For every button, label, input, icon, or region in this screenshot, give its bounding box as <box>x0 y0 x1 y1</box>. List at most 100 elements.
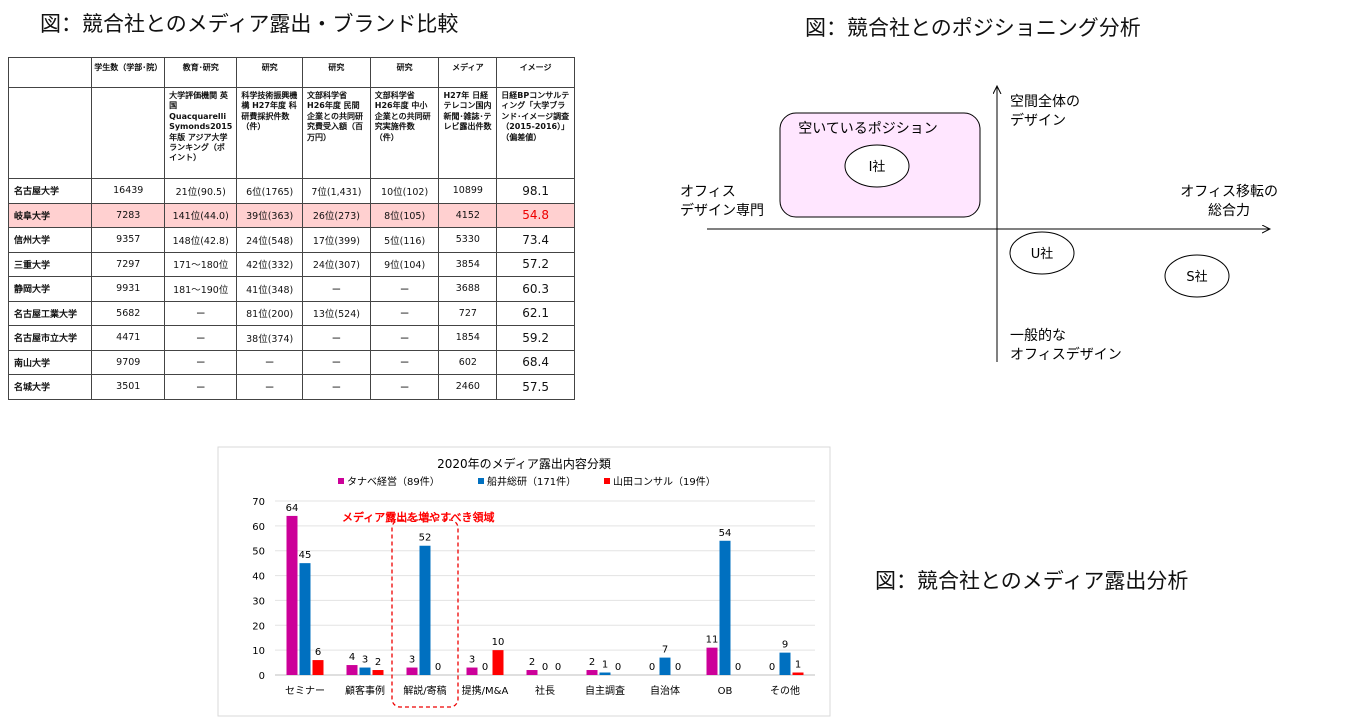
bar <box>406 667 418 675</box>
column-description <box>91 87 166 179</box>
data-label: 2 <box>589 657 595 668</box>
data-label: 0 <box>769 662 775 673</box>
table-cell: 17位(399) <box>302 227 371 253</box>
column-description: 文部科学省 H26年度 中小企業との共同研究実施件数（件） <box>369 87 440 179</box>
data-label: 54 <box>719 528 732 539</box>
data-label: 9 <box>782 640 788 651</box>
table-cell: 54.8 <box>496 202 575 228</box>
table-cell: ー <box>164 349 238 375</box>
data-label: 0 <box>542 662 548 673</box>
bar <box>792 672 804 675</box>
table-cell: 静岡大学 <box>7 276 93 302</box>
bar <box>526 670 538 675</box>
table-row: 名古屋市立大学 4471 ー 38位(374) ーー 1854 59.2 <box>7 325 575 351</box>
empty-position-label: 空いているポジション <box>798 121 938 137</box>
table-cell: 73.4 <box>496 227 575 253</box>
table-cell: 5位(116) <box>369 227 440 253</box>
table-cell: 62.1 <box>496 300 575 326</box>
y-tick-label: 30 <box>252 596 265 607</box>
column-description: 大学評価機関 英国 Quacquarelli Symonds2015年版 アジア… <box>164 87 238 179</box>
bar <box>779 652 791 675</box>
data-label: 0 <box>615 662 621 673</box>
column-header: 研究 <box>236 57 304 88</box>
legend-swatch <box>604 478 610 484</box>
x-tick-label: セミナー <box>285 685 325 697</box>
table-cell: 3501 <box>91 374 166 400</box>
data-label: 4 <box>349 652 355 663</box>
column-description: H27年 日経テレコン国内新聞･雑誌･テレビ露出件数 <box>438 87 498 179</box>
table-cell: 59.2 <box>496 325 575 351</box>
y-tick-label: 20 <box>252 621 265 632</box>
media-title: 図：競合社とのメディア露出分析 <box>875 569 1189 593</box>
legend-entry: タナベ経営（89件） <box>347 475 440 488</box>
column-header: 研究 <box>369 57 440 88</box>
data-label: 3 <box>362 655 368 666</box>
comparison-table: 学生数（学部･院） 教育･研究 研究 研究 研究 メディア イメージ 大学評価機関 英国 Qu… <box>7 57 575 400</box>
data-label: 0 <box>482 662 488 673</box>
table-cell: 名城大学 <box>7 374 93 400</box>
data-label: 0 <box>675 662 681 673</box>
data-label: 0 <box>435 662 441 673</box>
column-header: イメージ <box>496 57 575 88</box>
data-label: 7 <box>662 645 668 656</box>
table-cell: 24位(548) <box>236 227 304 253</box>
table-cell: 4152 <box>438 202 498 228</box>
column-header: 研究 <box>302 57 371 88</box>
table-cell: 7297 <box>91 251 166 277</box>
table-cell: ー <box>369 349 440 375</box>
focus-area-annotation: メディア露出を増やすべき領域 <box>342 510 494 524</box>
table-cell: 1854 <box>438 325 498 351</box>
data-label: 2 <box>529 657 535 668</box>
table-cell: ー <box>236 374 304 400</box>
x-tick-label: 顧客事例 <box>345 684 385 697</box>
bar <box>312 660 324 675</box>
table-cell: 8位(105) <box>369 202 440 228</box>
x-tick-label: 提携/M&A <box>462 684 509 697</box>
table-cell: 10位(102) <box>369 178 440 204</box>
bar <box>419 545 431 675</box>
bar <box>299 563 311 675</box>
bar <box>372 670 384 675</box>
table-cell: 4471 <box>91 325 166 351</box>
table-cell: 3854 <box>438 251 498 277</box>
table-cell: 2460 <box>438 374 498 400</box>
x-tick-label: 解説/寄稿 <box>403 684 446 697</box>
table-cell: ー <box>164 374 238 400</box>
axis-label-y-bottom: 一般的なオフィスデザイン <box>1010 328 1122 363</box>
legend-entry: 船井総研（171件） <box>487 475 576 488</box>
legend-swatch <box>338 478 344 484</box>
bar <box>706 647 718 675</box>
table-cell: 3688 <box>438 276 498 302</box>
legend-swatch <box>478 478 484 484</box>
axis-label-x-right: オフィス移転の総合力 <box>1180 184 1278 219</box>
bar <box>659 657 671 675</box>
data-label: 6 <box>315 647 321 658</box>
bar <box>359 667 371 675</box>
bar <box>466 667 478 675</box>
table-cell: ー <box>369 325 440 351</box>
table-cell: 57.5 <box>496 374 575 400</box>
table-cell: 26位(273) <box>302 202 371 228</box>
company-u: U社 <box>1031 246 1054 262</box>
table-cell: ー <box>302 374 371 400</box>
data-label: 0 <box>735 662 741 673</box>
y-tick-label: 70 <box>252 497 265 508</box>
table-row: 三重大学 7297 171～180位 42位(332) 24位(307) 9位(104) 3… <box>7 251 575 277</box>
bar <box>286 515 298 675</box>
x-tick-label: OB <box>718 686 733 697</box>
table-cell: 名古屋大学 <box>7 178 93 204</box>
table-cell: 南山大学 <box>7 349 93 375</box>
table-cell: 9931 <box>91 276 166 302</box>
data-label: 64 <box>286 503 299 514</box>
data-label: 52 <box>419 533 432 544</box>
table-cell: 13位(524) <box>302 300 371 326</box>
focus-area-box <box>391 519 459 708</box>
y-tick-label: 10 <box>252 646 265 657</box>
table-title: 図：競合社とのメディア露出・ブランド比較 <box>40 12 459 36</box>
y-tick-label: 40 <box>252 572 265 583</box>
table-cell: 57.2 <box>496 251 575 277</box>
positioning-title: 図：競合社とのポジショニング分析 <box>805 16 1141 40</box>
table-cell: 181～190位 <box>164 276 238 302</box>
